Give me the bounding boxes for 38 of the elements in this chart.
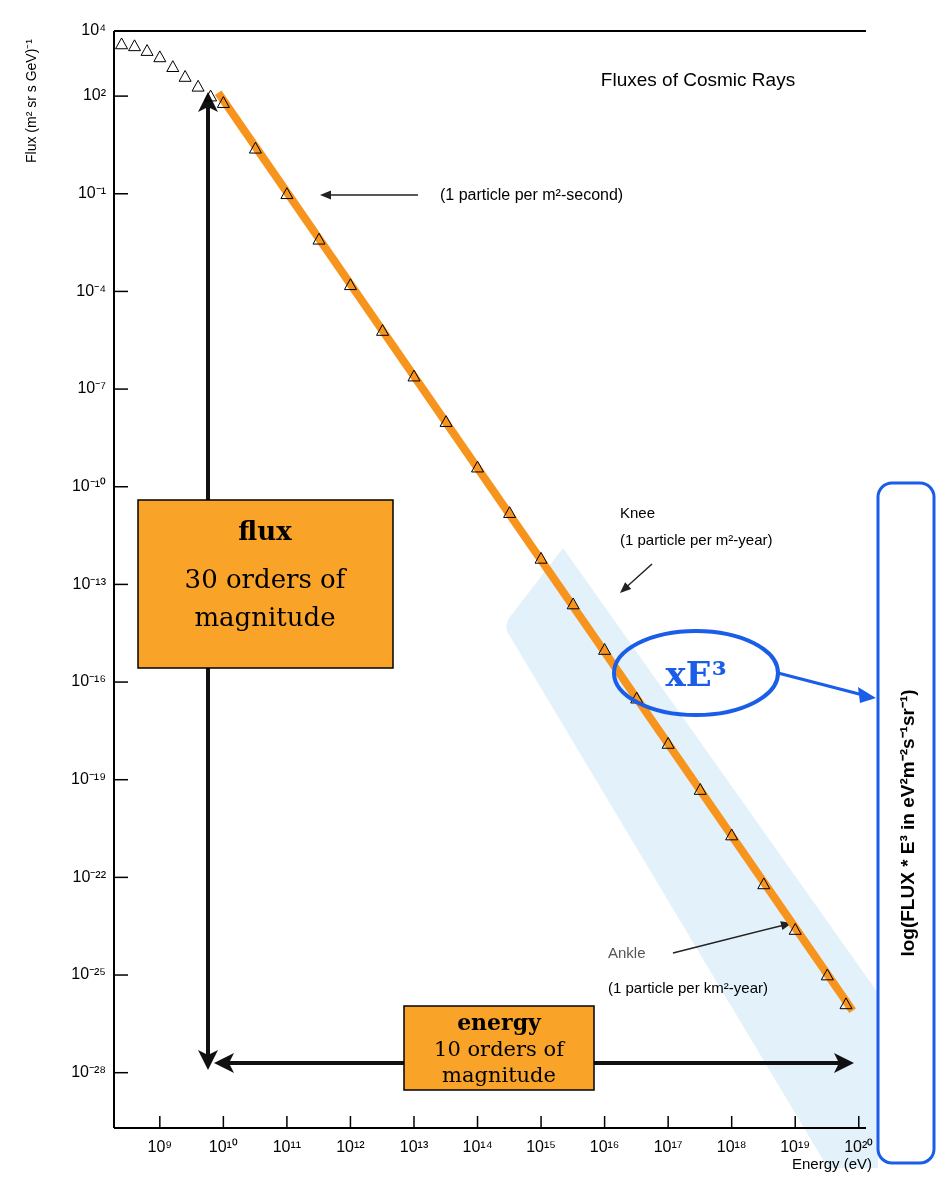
x-tick-label: 10¹⁵ [526,1138,556,1155]
x-tick-label: 10¹⁹ [780,1138,811,1155]
y-tick-label: 10⁻¹⁶ [71,672,106,690]
x-tick-label: 10¹⁶ [589,1138,620,1155]
x-tick-label: 10⁹ [147,1138,173,1155]
x-tick-label: 10¹⁸ [716,1138,747,1155]
y-tick-label: 10⁻⁴ [76,281,107,299]
annotation: Ankle [608,944,646,961]
annotation: flux [238,516,293,546]
annotation: (1 particle per m²-second) [440,186,624,203]
text: log(FLUX * E³ in eV²m⁻²s⁻¹sr⁻¹) [897,689,918,957]
y-tick-label: 10⁻²⁵ [71,965,106,983]
annotation: xE³ [665,654,727,694]
y-tick-label: 10⁻¹⁰ [71,476,106,494]
y-axis-title: Flux (m² sr s GeV)⁻¹ [23,38,39,163]
y-tick-label: 10⁻⁷ [77,379,107,397]
text: Fluxes of Cosmic Rays [600,69,796,90]
annotation: (1 particle per m²-year) [620,531,773,548]
annotation: (1 particle per km²-year) [608,979,769,996]
y-tick-label: 10⁻¹³ [72,574,107,592]
y-tick-label: 10⁻²⁸ [71,1062,106,1080]
annotation: Knee [620,504,656,521]
y-tick-label: 10⁻¹⁹ [71,769,106,787]
y-tick-label: 10⁴ [81,21,107,39]
x-tick-label: 10²⁰ [844,1138,874,1155]
x-tick-label: 10¹⁷ [653,1138,683,1155]
x-tick-label: 10¹³ [399,1138,429,1155]
y-tick-label: 10⁻¹ [77,183,106,201]
annotation: 30 orders of magnitude [184,564,348,632]
x-tick-label: 10¹² [336,1138,366,1155]
y-tick-label: 10² [82,86,107,104]
y-tick-label: 10⁻²² [72,867,107,885]
x-tick-label: 10¹⁰ [208,1138,238,1155]
x-tick-label: 10¹¹ [272,1138,302,1155]
x-axis-title: Energy (eV) [791,1155,872,1172]
annotation: 10 orders of magnitude [434,1037,567,1087]
x-tick-label: 10¹⁴ [462,1138,493,1155]
annotation: energy [457,1009,543,1035]
